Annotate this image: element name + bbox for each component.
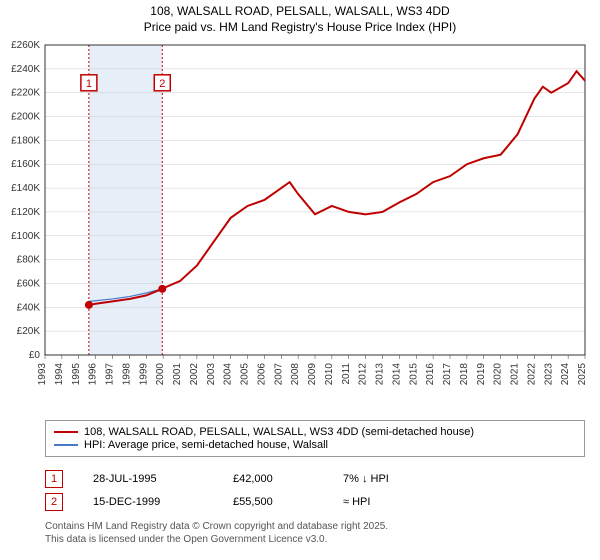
legend: 108, WALSALL ROAD, PELSALL, WALSALL, WS3…: [45, 420, 585, 457]
svg-text:2024: 2024: [560, 363, 571, 386]
svg-text:£160K: £160K: [11, 159, 40, 170]
footnote-line2: This data is licensed under the Open Gov…: [45, 533, 388, 546]
svg-text:2018: 2018: [459, 363, 470, 386]
svg-text:2006: 2006: [256, 363, 267, 386]
svg-text:2022: 2022: [526, 363, 537, 386]
svg-text:2009: 2009: [307, 363, 318, 386]
sale-row: 1 28-JUL-1995 £42,000 7% ↓ HPI: [45, 470, 585, 488]
svg-text:1996: 1996: [88, 363, 99, 386]
footnote: Contains HM Land Registry data © Crown c…: [45, 520, 388, 546]
legend-swatch: [54, 431, 78, 433]
svg-text:2012: 2012: [358, 363, 369, 386]
svg-text:2001: 2001: [172, 363, 183, 386]
svg-text:1994: 1994: [54, 363, 65, 386]
svg-text:£180K: £180K: [11, 135, 40, 146]
footnote-line1: Contains HM Land Registry data © Crown c…: [45, 520, 388, 533]
legend-label: HPI: Average price, semi-detached house,…: [84, 439, 328, 451]
sale-date: 28-JUL-1995: [93, 473, 203, 485]
svg-text:1: 1: [86, 78, 92, 90]
svg-text:£80K: £80K: [17, 255, 41, 266]
svg-text:1997: 1997: [105, 363, 116, 386]
sale-marker-box: 1: [45, 470, 63, 488]
legend-item: HPI: Average price, semi-detached house,…: [54, 439, 576, 451]
svg-text:£220K: £220K: [11, 88, 40, 99]
sale-pct: ≈ HPI: [343, 496, 433, 508]
legend-item: 108, WALSALL ROAD, PELSALL, WALSALL, WS3…: [54, 426, 576, 438]
chart-container: 108, WALSALL ROAD, PELSALL, WALSALL, WS3…: [0, 0, 600, 560]
legend-label: 108, WALSALL ROAD, PELSALL, WALSALL, WS3…: [84, 426, 474, 438]
svg-text:£40K: £40K: [17, 302, 41, 313]
legend-swatch: [54, 444, 78, 445]
svg-text:1995: 1995: [71, 363, 82, 386]
svg-text:2000: 2000: [155, 363, 166, 386]
svg-text:2010: 2010: [324, 363, 335, 386]
svg-text:£140K: £140K: [11, 183, 40, 194]
svg-text:2: 2: [159, 78, 165, 90]
svg-text:£60K: £60K: [17, 278, 41, 289]
svg-text:2023: 2023: [543, 363, 554, 386]
line-chart: £0£20K£40K£60K£80K£100K£120K£140K£160K£1…: [45, 45, 585, 405]
svg-text:1999: 1999: [138, 363, 149, 386]
svg-text:2019: 2019: [476, 363, 487, 386]
svg-text:2011: 2011: [341, 363, 352, 385]
svg-text:1998: 1998: [121, 363, 132, 386]
svg-text:2005: 2005: [240, 363, 251, 386]
svg-text:£20K: £20K: [17, 326, 41, 337]
title-line1: 108, WALSALL ROAD, PELSALL, WALSALL, WS3…: [0, 4, 600, 20]
svg-text:£0: £0: [29, 350, 41, 361]
svg-text:1993: 1993: [37, 363, 48, 386]
svg-text:2014: 2014: [391, 363, 402, 386]
chart-title: 108, WALSALL ROAD, PELSALL, WALSALL, WS3…: [0, 0, 600, 35]
svg-text:2013: 2013: [375, 363, 386, 386]
svg-text:£120K: £120K: [11, 207, 40, 218]
svg-text:2004: 2004: [223, 363, 234, 386]
sales-table: 1 28-JUL-1995 £42,000 7% ↓ HPI 2 15-DEC-1999 £…: [45, 465, 585, 516]
sale-date: 15-DEC-1999: [93, 496, 203, 508]
svg-text:2007: 2007: [273, 363, 284, 386]
svg-text:£260K: £260K: [11, 40, 40, 51]
title-line2: Price paid vs. HM Land Registry's House …: [0, 20, 600, 36]
svg-text:2008: 2008: [290, 363, 301, 386]
svg-text:2003: 2003: [206, 363, 217, 386]
sale-pct: 7% ↓ HPI: [343, 473, 433, 485]
svg-text:2016: 2016: [425, 363, 436, 386]
svg-text:2002: 2002: [189, 363, 200, 386]
svg-text:2017: 2017: [442, 363, 453, 386]
svg-text:2021: 2021: [510, 363, 521, 386]
svg-text:£240K: £240K: [11, 64, 40, 75]
svg-text:£200K: £200K: [11, 112, 40, 123]
svg-text:2025: 2025: [577, 363, 588, 386]
sale-marker-box: 2: [45, 493, 63, 511]
svg-text:2020: 2020: [493, 363, 504, 386]
sale-row: 2 15-DEC-1999 £55,500 ≈ HPI: [45, 493, 585, 511]
svg-text:2015: 2015: [408, 363, 419, 386]
sale-price: £55,500: [233, 496, 313, 508]
svg-text:£100K: £100K: [11, 231, 40, 242]
sale-price: £42,000: [233, 473, 313, 485]
